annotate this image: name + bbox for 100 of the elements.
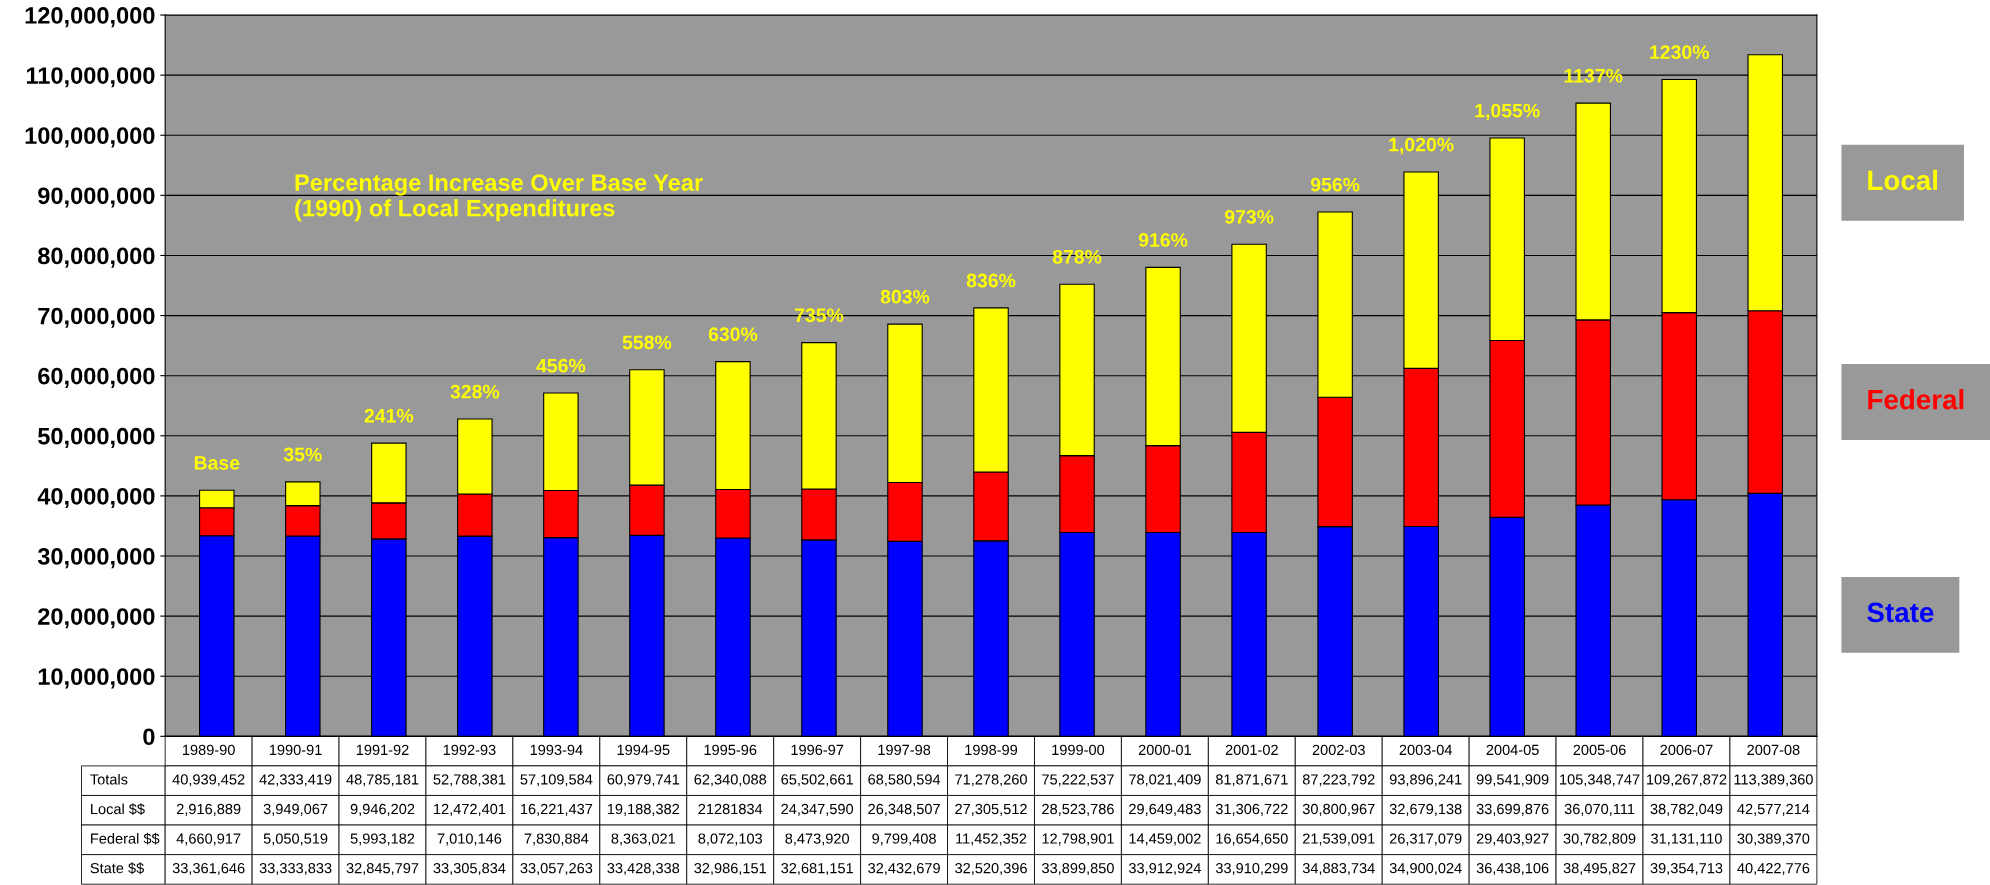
x-tick-label: 1989-90 [182, 744, 235, 756]
data-label: 8,072,103 [698, 833, 763, 846]
data-label: 38,495,827 [1563, 862, 1636, 876]
data-label: 30,800,967 [1302, 803, 1375, 816]
data-label: 3,949,067 [263, 803, 328, 816]
x-tick-label: 2006-07 [1660, 744, 1713, 756]
annotation: 1,055% [1475, 103, 1540, 121]
total-label: 68,580,594 [868, 774, 941, 787]
data-label: 19,188,382 [607, 803, 680, 816]
x-tick-label: 1999-00 [1052, 744, 1105, 756]
y-tick-label: 10,000,000 [38, 668, 155, 689]
data-label: 33,912,924 [1128, 862, 1201, 876]
data-label: 33,333,833 [259, 862, 332, 876]
data-label: 4,660,917 [176, 833, 241, 846]
x-tick-label: 2000-01 [1138, 744, 1191, 756]
x-tick-label: 1991-92 [356, 744, 409, 756]
annotation: 956% [1310, 177, 1360, 192]
total-label: 42,333,419 [259, 774, 332, 787]
data-label: 9,946,202 [350, 803, 415, 816]
x-tick-label: 1997-98 [878, 744, 931, 756]
annotation: 558% [622, 335, 672, 350]
annotation: 1,020% [1389, 137, 1454, 155]
data-label: 36,070,111 [1564, 803, 1635, 816]
x-tick-label: 2007-08 [1747, 744, 1800, 756]
text: Percentage Increase Over Base Year (1990) of Local Expenditures [295, 174, 703, 222]
total-label: 87,223,792 [1302, 774, 1375, 787]
total-label: 99,541,909 [1476, 774, 1549, 787]
data-label: 40,422,776 [1737, 862, 1810, 876]
annotation: 916% [1138, 233, 1188, 247]
y-tick-label: 90,000,000 [38, 187, 155, 208]
x-tick-label: 1990-91 [269, 744, 322, 756]
y-tick-label: 110,000,000 [26, 67, 155, 88]
data-label: 32,681,151 [781, 862, 853, 876]
data-label: 32,679,138 [1389, 803, 1462, 816]
data-label: 33,910,299 [1215, 862, 1288, 876]
data-label: 21281834 [698, 803, 763, 815]
x-tick-label: 2001-02 [1225, 744, 1278, 756]
x-tick-label: 2003-04 [1399, 744, 1453, 756]
data-label: 27,305,512 [955, 803, 1027, 816]
data-label: 12,472,401 [434, 803, 506, 816]
annotation: 328% [450, 384, 500, 399]
y-tick-label: 60,000,000 [38, 367, 155, 388]
data-label: 9,799,408 [872, 833, 936, 846]
data-label: 33,699,876 [1476, 803, 1549, 816]
data-label: 32,845,797 [346, 862, 419, 876]
text: State $$ [90, 862, 144, 875]
data-label: 21,539,091 [1302, 833, 1375, 846]
data-label: 5,050,519 [263, 833, 328, 846]
total-label: 81,871,671 [1215, 774, 1288, 787]
y-tick-label: 30,000,000 [37, 548, 155, 569]
data-label: 8,363,021 [611, 833, 676, 846]
total-label: 71,278,260 [955, 774, 1027, 787]
text: Totals [90, 773, 128, 785]
data-label: 28,523,786 [1042, 803, 1114, 816]
data-label: 11,452,352 [956, 833, 1027, 846]
data-label: 34,900,024 [1389, 862, 1462, 876]
text: Federal [1868, 389, 1964, 410]
data-label: 14,459,002 [1129, 833, 1201, 846]
data-label: 38,782,049 [1650, 803, 1723, 816]
total-label: 113,389,360 [1734, 774, 1813, 787]
total-label: 105,348,747 [1560, 774, 1640, 787]
y-tick-label: 50,000,000 [38, 427, 155, 448]
data-label: 30,389,370 [1737, 833, 1810, 846]
total-label: 62,340,088 [694, 774, 767, 787]
x-tick-label: 2004-05 [1486, 744, 1539, 756]
y-tick-label: 40,000,000 [37, 487, 155, 509]
data-label: 29,649,483 [1129, 803, 1201, 816]
text: State [1867, 602, 1934, 623]
annotation: 630% [708, 327, 758, 342]
data-label: 16,221,437 [520, 803, 593, 816]
text: Local [1868, 169, 1937, 191]
text: Federal $$ [91, 832, 160, 845]
total-label: 57,109,584 [520, 774, 593, 787]
data-label: 16,654,650 [1216, 833, 1288, 846]
annotation: 241% [364, 408, 414, 423]
data-label: 2,916,889 [176, 803, 241, 816]
x-tick-label: 2005-06 [1573, 744, 1626, 756]
total-label: 75,222,537 [1042, 774, 1114, 787]
text: Local $$ [91, 803, 145, 816]
y-tick-label: 0 [143, 728, 155, 746]
data-label: 33,428,338 [607, 862, 680, 876]
total-label: 60,979,741 [607, 774, 680, 787]
x-tick-label: 1993-94 [530, 744, 583, 756]
data-label: 24,347,590 [781, 803, 854, 816]
data-label: 32,432,679 [868, 862, 940, 876]
y-tick-label: 70,000,000 [38, 307, 155, 328]
y-tick-label: 20,000,000 [38, 608, 155, 629]
data-label: 33,057,263 [520, 862, 593, 876]
annotation: 973% [1224, 209, 1274, 224]
data-label: 29,403,927 [1476, 833, 1549, 846]
data-label: 36,438,106 [1476, 862, 1549, 876]
data-label: 32,520,396 [955, 862, 1027, 876]
x-tick-label: 1995-96 [704, 744, 757, 756]
data-label: 34,883,734 [1302, 862, 1375, 876]
data-label: 32,986,151 [694, 862, 767, 876]
data-label: 5,993,182 [350, 833, 415, 846]
total-label: 65,502,661 [781, 774, 853, 787]
x-tick-label: 1996-97 [791, 744, 844, 756]
data-label: 7,830,884 [524, 833, 589, 846]
y-tick-label: 100,000,000 [25, 127, 155, 148]
